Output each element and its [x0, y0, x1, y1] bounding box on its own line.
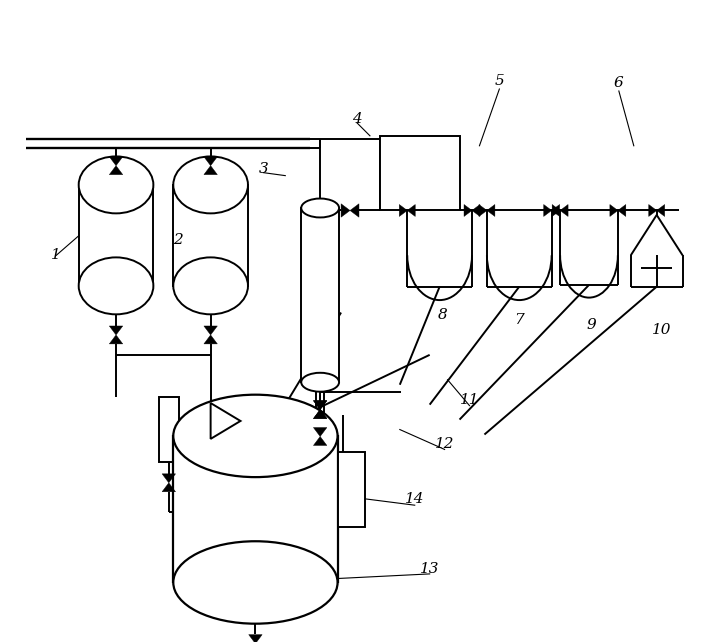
Text: 6: 6 [614, 76, 624, 90]
Polygon shape [204, 166, 218, 175]
Text: 10: 10 [652, 323, 671, 337]
Polygon shape [109, 335, 123, 344]
Bar [159, 397, 179, 462]
Ellipse shape [79, 156, 153, 213]
Polygon shape [464, 204, 472, 217]
Polygon shape [657, 204, 664, 217]
Text: 11: 11 [459, 393, 479, 406]
Polygon shape [204, 335, 218, 344]
Bar [79, 185, 153, 286]
Polygon shape [313, 428, 327, 437]
Ellipse shape [173, 156, 248, 213]
Polygon shape [560, 204, 568, 217]
Polygon shape [552, 204, 560, 217]
Polygon shape [350, 204, 359, 217]
Text: 13: 13 [420, 562, 440, 576]
Polygon shape [162, 483, 176, 492]
Ellipse shape [79, 257, 153, 314]
Text: 2: 2 [173, 233, 183, 248]
Polygon shape [211, 403, 240, 439]
Polygon shape [479, 204, 487, 217]
Polygon shape [204, 157, 218, 166]
Bar [173, 436, 337, 583]
Polygon shape [649, 204, 657, 217]
Ellipse shape [301, 199, 339, 217]
Bar [337, 452, 365, 527]
Polygon shape [162, 474, 176, 483]
Polygon shape [341, 204, 350, 217]
Ellipse shape [173, 257, 248, 314]
Bar [173, 185, 248, 286]
Text: 8: 8 [437, 308, 447, 322]
Bar [380, 136, 459, 210]
Polygon shape [109, 326, 123, 335]
Polygon shape [472, 204, 480, 217]
Polygon shape [544, 204, 552, 217]
Polygon shape [249, 635, 262, 643]
Ellipse shape [173, 541, 337, 624]
Polygon shape [618, 204, 626, 217]
Polygon shape [109, 157, 123, 166]
Text: 14: 14 [405, 493, 425, 506]
Text: 5: 5 [494, 74, 504, 88]
Polygon shape [313, 410, 327, 419]
Polygon shape [313, 410, 327, 419]
Polygon shape [313, 401, 327, 410]
Polygon shape [407, 204, 415, 217]
Polygon shape [487, 204, 495, 217]
Bar [301, 208, 339, 382]
Polygon shape [109, 166, 123, 175]
Polygon shape [552, 204, 559, 217]
Text: 12: 12 [435, 437, 454, 451]
Text: 1: 1 [52, 248, 61, 262]
Polygon shape [610, 204, 618, 217]
Polygon shape [313, 401, 327, 410]
Polygon shape [399, 204, 407, 217]
Text: 3: 3 [259, 161, 268, 176]
Ellipse shape [173, 395, 337, 477]
Ellipse shape [301, 373, 339, 392]
Polygon shape [204, 326, 218, 335]
Text: 4: 4 [352, 112, 362, 126]
Polygon shape [313, 437, 327, 446]
Text: 7: 7 [515, 313, 524, 327]
Text: 9: 9 [586, 318, 596, 332]
